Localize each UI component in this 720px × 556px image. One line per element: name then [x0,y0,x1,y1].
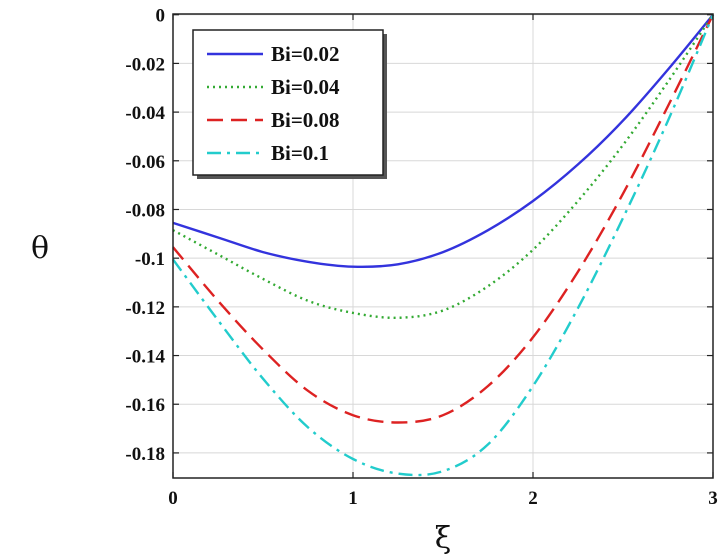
series-line-2 [172,14,714,320]
y-tick-label: -0.12 [125,298,165,319]
y-tick-label: -0.1 [135,249,165,270]
y-tick-label: -0.06 [125,152,165,173]
y-tick-label: -0.14 [125,347,165,368]
series-lines [172,13,715,477]
axis-ticks: 0 1 2 3 0 -0.02 -0.04 -0.06 -0.08 -0.1 -0.12 -0.14 -… [125,6,717,509]
plot-frame [172,13,714,479]
series-line-1 [172,13,714,269]
legend-items: Bi=0.02 Bi=0.04 Bi=0.08 Bi=0.1 [207,42,340,165]
y-tick-label: -0.04 [125,103,165,124]
y-tick-label: -0.08 [125,200,165,221]
x-tick-label: 3 [708,488,718,509]
y-axis-label: θ [31,231,49,266]
x-tick-label: 2 [528,488,538,509]
legend-label-4: Bi=0.1 [271,141,329,165]
legend-label-1: Bi=0.02 [271,42,340,66]
y-tick-label: 0 [156,6,166,27]
series-line-4 [172,14,715,477]
legend-label-3: Bi=0.08 [271,108,340,132]
x-tick-label: 1 [348,488,358,509]
legend-label-2: Bi=0.04 [271,75,340,99]
y-tick-label: -0.02 [125,54,165,75]
y-tick-label: -0.16 [125,395,165,416]
series-line-3 [172,14,715,424]
x-tick-label: 0 [168,488,178,509]
y-tick-label: -0.18 [125,444,165,465]
legend: Bi=0.02 Bi=0.04 Bi=0.08 Bi=0.1 [192,29,387,179]
x-axis-label: ξ [435,521,452,556]
